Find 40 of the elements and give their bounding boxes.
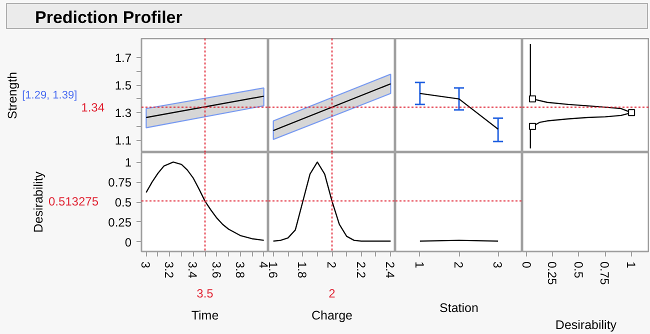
x-tick-label: 3 <box>138 262 153 268</box>
x-axis-title: Station <box>440 301 479 316</box>
y-tick-label: 1 <box>124 156 132 170</box>
x-tick-label: 0.25 <box>545 262 560 286</box>
ref-line-label: 1.34 <box>81 100 105 115</box>
ref-line-label: 2 <box>328 286 336 300</box>
x-tick-label: 3.2 <box>162 262 176 279</box>
x-tick-label: 0 <box>520 262 534 268</box>
x-tick-label: 3.6 <box>209 262 224 279</box>
x-tick-label: 2 <box>324 262 338 268</box>
y-tick-label: 0.25 <box>108 215 132 230</box>
ref-line-label: 3.5 <box>196 286 214 300</box>
text: [1.29, 1.39] <box>22 90 78 102</box>
y-tick-label: 0.5 <box>114 196 132 210</box>
x-tick-label: 0.75 <box>598 262 612 286</box>
x-tick-label: 3.8 <box>232 262 247 279</box>
x-tick-label: 1 <box>412 262 426 268</box>
line-series <box>146 161 264 241</box>
y-axis-title: Desirability <box>31 170 46 233</box>
x-tick-label: 3.4 <box>186 262 200 279</box>
y-tick-label: 0 <box>124 235 132 250</box>
x-tick-label: 1 <box>624 262 638 268</box>
y-tick-label: 1.3 <box>114 106 132 120</box>
x-tick-label: 2 <box>452 262 466 268</box>
ref-line-label: 0.513275 <box>48 194 99 208</box>
x-tick-label: 2.2 <box>354 262 368 279</box>
y-tick-label: 1.7 <box>114 51 132 66</box>
x-tick-label: 3 <box>490 262 505 268</box>
x-tick-label: 4 <box>256 262 270 268</box>
x-tick-label: 1.8 <box>295 262 310 279</box>
y-axis-title: Strength <box>6 72 20 120</box>
x-tick-label: 2.4 <box>383 262 398 279</box>
x-axis-title: Time <box>191 308 219 322</box>
x-axis-title: Desirability <box>555 318 618 332</box>
y-tick-label: 0.75 <box>108 176 132 190</box>
x-axis-title: Charge <box>312 308 353 322</box>
y-tick-label: 1.5 <box>114 78 132 93</box>
y-tick-label: 1.1 <box>114 134 132 148</box>
x-tick-label: 0.5 <box>571 262 586 279</box>
chart-title: Prediction Profiler <box>35 7 182 29</box>
